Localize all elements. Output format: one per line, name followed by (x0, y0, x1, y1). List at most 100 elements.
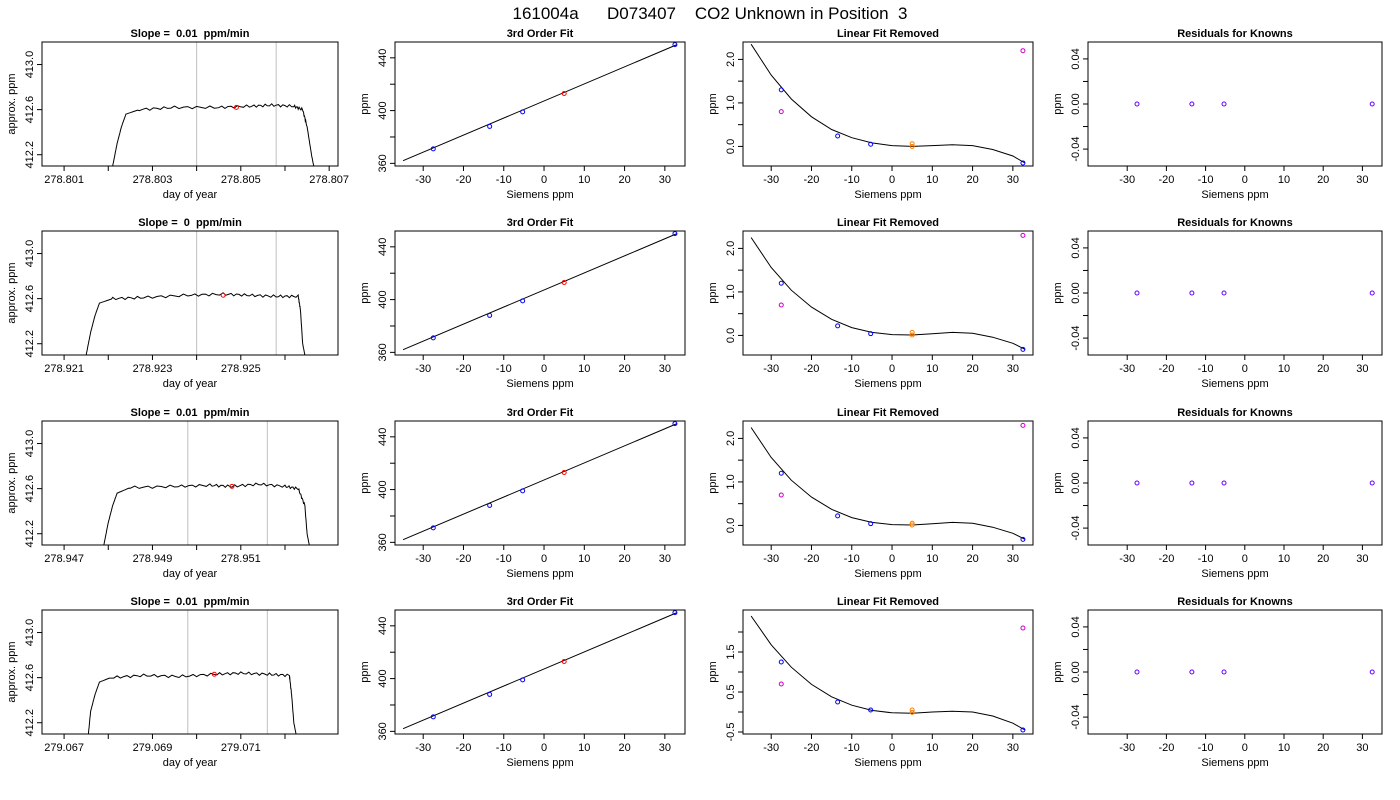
panel-resid-r2: Residuals for Knowns -30 -20 -10 0 10 20 30 Siem… (1052, 217, 1383, 390)
data-point (868, 331, 874, 337)
x-tick-label: 20 (966, 363, 978, 375)
data-point (1020, 346, 1026, 352)
data-point (487, 312, 493, 318)
y-tick-label: 2.0 (725, 52, 737, 67)
x-tick-label: 279.069 (133, 742, 173, 754)
panel-curve-r4: Linear Fit Removed -30 -20 -10 0 10 20 30 Siemen… (707, 596, 1034, 769)
x-tick-label: -10 (844, 363, 860, 375)
y-tick-label: 1.0 (725, 474, 737, 489)
x-tick-label: 30 (659, 363, 671, 375)
y-tick-label: 440 (377, 238, 389, 256)
y-axis: 412.2 412.6 413.0 approx. ppm (6, 619, 42, 736)
x-tick-label: 278.949 (133, 553, 173, 565)
data-point (835, 133, 841, 139)
y-axis: 0.0 1.0 2.0 ppm (707, 431, 743, 533)
x-axis-label: Siemens ppm (506, 189, 573, 201)
plot-data (750, 422, 1026, 542)
x-axis: -30 -20 -10 0 10 20 30 Siemens ppm (763, 355, 1019, 390)
panel-title: Slope = 0.01 ppm/min (131, 407, 250, 419)
y-axis-label: approx. ppm (6, 452, 18, 513)
x-tick-label: 20 (618, 363, 630, 375)
x-tick-label: -30 (763, 174, 779, 186)
y-tick-label: 412.2 (24, 330, 36, 358)
y-axis: -0.04 0.00 0.04 ppm (1052, 427, 1088, 541)
y-tick-label: -0.5 (725, 723, 737, 742)
x-axis-label: Siemens ppm (1201, 189, 1268, 201)
y-tick-label: 1.0 (725, 95, 737, 110)
data-point (778, 681, 784, 687)
x-tick-label: -10 (1198, 553, 1214, 565)
y-tick-label: -0.04 (1070, 326, 1082, 351)
plot-frame (41, 609, 339, 735)
y-tick-label: 400 (377, 480, 389, 498)
y-tick-label: 0.04 (1070, 48, 1082, 69)
x-axis: -30 -20 -10 0 10 20 30 Siemens ppm (415, 734, 671, 769)
data-point (1189, 669, 1195, 675)
x-tick-label: 10 (1278, 553, 1290, 565)
x-tick-label: 278.805 (221, 174, 261, 186)
plot-frame (41, 230, 339, 356)
y-axis-label: ppm (1052, 472, 1064, 493)
x-tick-label: 10 (926, 174, 938, 186)
panel-title: Linear Fit Removed (837, 596, 939, 608)
x-tick-label: 10 (1278, 174, 1290, 186)
data-point (868, 707, 874, 713)
highlight-point (233, 104, 239, 110)
fit-curve (750, 615, 1026, 731)
data-point (1189, 101, 1195, 107)
plot-data (103, 482, 310, 545)
data-point (778, 87, 784, 93)
data-point (672, 42, 678, 48)
signal-trace (87, 671, 297, 734)
plot-data (402, 610, 678, 730)
x-tick-label: -20 (456, 363, 472, 375)
data-point (1134, 480, 1140, 486)
data-point (868, 141, 874, 147)
x-tick-label: 0 (889, 174, 895, 186)
panel-title: Residuals for Knowns (1177, 407, 1293, 419)
y-tick-label: 412.6 (24, 664, 36, 692)
plot-data (1134, 290, 1375, 296)
plot-frame (394, 420, 686, 546)
panel-title: 3rd Order Fit (507, 596, 574, 608)
x-tick-label: 0 (541, 363, 547, 375)
plot-frame (394, 41, 686, 167)
y-tick-label: 0.00 (1070, 661, 1082, 682)
x-axis-label: Siemens ppm (1201, 757, 1268, 769)
plot-data (1134, 101, 1375, 107)
x-tick-label: 10 (926, 553, 938, 565)
x-tick-label: 10 (578, 174, 590, 186)
data-point (909, 522, 915, 528)
panel-title: Linear Fit Removed (837, 407, 939, 419)
y-tick-label: 440 (377, 428, 389, 446)
highlight-point (229, 483, 235, 489)
data-point (909, 709, 915, 715)
y-tick-label: 0.00 (1070, 282, 1082, 303)
y-axis-label: ppm (359, 93, 371, 114)
x-tick-label: 278.951 (221, 553, 261, 565)
plot-frame (742, 41, 1034, 167)
x-tick-label: 278.925 (221, 363, 261, 375)
fit-curve (750, 43, 1026, 164)
plot-frame (41, 41, 339, 167)
panel-trace-r4: Slope = 0.01 ppm/min 279.067 279.069 279.07… (6, 596, 339, 769)
x-tick-label: 10 (578, 363, 590, 375)
panel-curve-r1: Linear Fit Removed -30 -20 -10 0 10 20 30 Siemen… (707, 28, 1034, 201)
data-point (909, 141, 915, 147)
data-point (672, 421, 678, 427)
data-point (1189, 290, 1195, 296)
panel-title: Residuals for Knowns (1177, 28, 1293, 40)
y-axis-label: ppm (1052, 93, 1064, 114)
x-tick-label: -20 (456, 174, 472, 186)
x-tick-label: 30 (1007, 553, 1019, 565)
x-tick-label: 0 (541, 553, 547, 565)
x-tick-label: -30 (763, 553, 779, 565)
data-point (909, 707, 915, 713)
data-point (487, 691, 493, 697)
x-tick-label: 30 (659, 742, 671, 754)
plot-data (112, 103, 315, 166)
panel-title: Residuals for Knowns (1177, 596, 1293, 608)
x-axis: -30 -20 -10 0 10 20 30 Siemens ppm (1119, 166, 1369, 201)
